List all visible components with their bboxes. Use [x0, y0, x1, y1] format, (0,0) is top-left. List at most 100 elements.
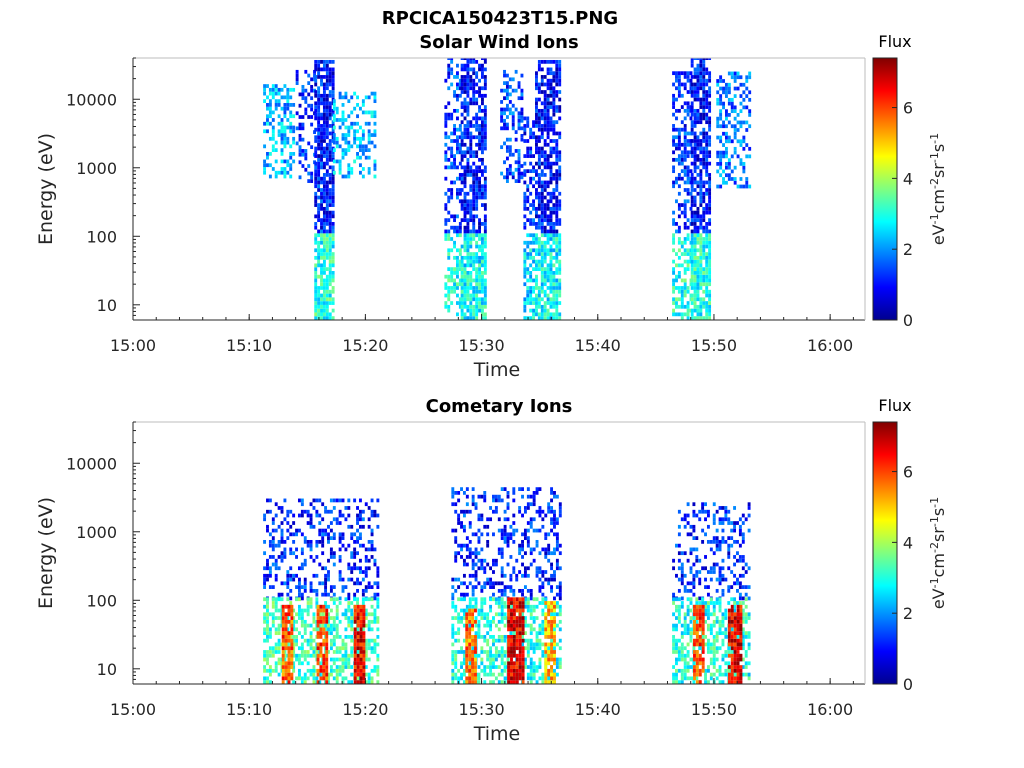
spectrogram-cell — [451, 680, 455, 684]
spectrogram-cell — [535, 252, 538, 256]
spectrogram-cell — [454, 588, 458, 593]
spectrogram-cell — [268, 668, 272, 673]
spectrogram-cell — [480, 184, 484, 189]
spectrogram-cell — [537, 150, 541, 155]
spectrogram-cell — [303, 672, 307, 677]
spectrogram-cell — [266, 528, 269, 533]
spectrogram-cell — [483, 491, 487, 495]
spectrogram-cell — [292, 125, 296, 130]
spectrogram-cell — [538, 623, 542, 628]
spectrogram-cell — [535, 142, 538, 147]
spectrogram-cell — [677, 90, 681, 94]
spectrogram-cell — [486, 539, 490, 544]
spectrogram-cell — [500, 668, 504, 673]
spectrogram-cell — [444, 120, 448, 125]
spectrogram-cell — [447, 165, 451, 170]
spectrogram-cell — [266, 627, 269, 632]
spectrogram-cell — [497, 635, 501, 639]
spectrogram-cell — [483, 601, 487, 605]
spectrogram-cell — [526, 506, 530, 510]
spectrogram-cell — [475, 75, 479, 79]
spectrogram-cell — [328, 146, 332, 151]
spectrogram-cell — [325, 116, 329, 121]
spectrogram-cell — [540, 218, 544, 223]
spectrogram-cell — [373, 99, 377, 104]
spectrogram-cell — [317, 259, 321, 264]
spectrogram-cell — [454, 539, 458, 544]
spectrogram-cell — [552, 293, 556, 298]
spectrogram-cell — [335, 676, 339, 681]
spectrogram-cell — [480, 248, 484, 253]
spectrogram-cell — [558, 581, 562, 586]
spectrogram-cell — [672, 286, 676, 290]
spectrogram-cell — [457, 612, 461, 617]
spectrogram-cell — [730, 75, 734, 80]
spectrogram-cell — [297, 631, 301, 636]
spectrogram-cell — [541, 676, 545, 681]
spectrogram-cell — [315, 555, 319, 559]
spectrogram-cell — [463, 233, 467, 238]
spectrogram-cell — [454, 604, 458, 609]
spectrogram-cell — [266, 121, 269, 126]
spectrogram-cell — [458, 259, 462, 264]
spectrogram-cell — [292, 642, 296, 647]
spectrogram-cell — [341, 174, 345, 179]
spectrogram-cell — [555, 82, 559, 87]
spectrogram-cell — [558, 661, 562, 666]
spectrogram-cell — [541, 547, 545, 552]
spectrogram-cell — [263, 657, 267, 662]
spectrogram-cell — [325, 668, 329, 673]
spectrogram-cell — [543, 316, 547, 320]
spectrogram-cell — [373, 110, 377, 115]
spectrogram-cell — [696, 289, 700, 294]
spectrogram-cell — [535, 237, 538, 241]
spectrogram-cell — [546, 191, 550, 196]
spectrogram-cell — [547, 502, 551, 507]
spectrogram-cell — [347, 623, 351, 628]
spectrogram-cell — [552, 237, 556, 241]
spectrogram-cell — [705, 173, 709, 177]
spectrogram-cell — [451, 577, 455, 582]
spectrogram-cell — [558, 97, 562, 102]
spectrogram-cell — [289, 577, 293, 582]
spectrogram-cell — [540, 214, 544, 219]
spectrogram-cell — [474, 573, 478, 578]
spectrogram-cell — [483, 108, 487, 113]
spectrogram-cell — [555, 93, 559, 98]
spectrogram-cell — [492, 532, 495, 537]
spectrogram-cell — [558, 592, 562, 597]
spectrogram-cell — [543, 252, 547, 256]
spectrogram-cell — [705, 120, 709, 125]
spectrogram-cell — [693, 286, 697, 290]
spectrogram-cell — [540, 233, 544, 238]
spectrogram-cell — [463, 225, 467, 230]
spectrogram-cell — [353, 616, 357, 620]
spectrogram-cell — [328, 233, 332, 238]
figure-title: RPCICA150423T15.PNG — [382, 8, 618, 29]
spectrogram-cell — [529, 638, 533, 643]
spectrogram-cell — [532, 169, 536, 174]
spectrogram-cell — [287, 676, 291, 681]
spectrogram-cell — [465, 627, 469, 632]
spectrogram-cell — [329, 657, 333, 662]
spectrogram-cell — [543, 244, 547, 249]
spectrogram-cell — [315, 513, 319, 518]
spectrogram-cell — [286, 95, 290, 100]
spectrogram-cell — [472, 308, 476, 313]
spectrogram-cell — [517, 96, 521, 101]
spectrogram-cell — [456, 255, 459, 260]
spectrogram-cell — [716, 135, 720, 140]
spectrogram-cell — [719, 158, 723, 163]
spectrogram-cell — [742, 184, 746, 189]
spectrogram-cell — [500, 616, 504, 620]
spectrogram-cell — [301, 164, 305, 168]
spectrogram-cell — [286, 577, 290, 582]
spectrogram-cell — [529, 627, 533, 632]
spectrogram-cell — [549, 255, 553, 260]
spectrogram-cell — [480, 601, 484, 605]
spectrogram-cell — [353, 121, 357, 126]
spectrogram-cell — [373, 163, 377, 168]
spectrogram-cell — [444, 206, 448, 211]
spectrogram-cell — [327, 604, 330, 609]
spectrogram-cell — [532, 616, 536, 620]
